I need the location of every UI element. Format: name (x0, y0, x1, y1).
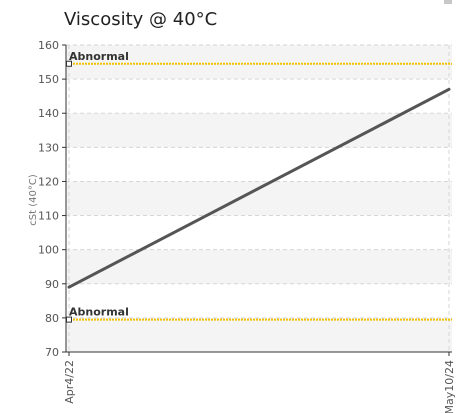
plot-band (66, 317, 452, 352)
y-tick-label: 110 (38, 210, 59, 223)
y-tick-label: 90 (45, 278, 59, 291)
plot-band (66, 45, 452, 80)
reference-lines: Abnormal Abnormal (66, 50, 452, 323)
plot-axes (62, 44, 452, 356)
corner-menu-mark (444, 0, 452, 4)
plot-band (66, 113, 452, 148)
reference-label: Abnormal (69, 50, 129, 63)
y-tick-label: 70 (45, 346, 59, 359)
chart-title: Viscosity @ 40°C (64, 9, 218, 30)
x-tick-label: May10/24 (443, 360, 456, 413)
y-tick-label: 160 (38, 39, 59, 52)
y-tick-label: 140 (38, 107, 59, 120)
y-tick-label: 150 (38, 73, 59, 86)
series-line (67, 87, 451, 289)
y-tick-label: 100 (38, 244, 59, 257)
y-tick-label: 120 (38, 175, 59, 188)
x-tick-label: Apr4/22 (63, 360, 76, 404)
plot-band (66, 249, 452, 284)
plot-band (66, 181, 452, 216)
reference-label: Abnormal (69, 306, 129, 319)
y-tick-labels: 70 80 90 100 110 120 130 140 150 160 (38, 39, 59, 359)
y-tick-label: 130 (38, 141, 59, 154)
y-tick-label: 80 (45, 312, 59, 325)
y-axis-label: cSt (40°C) (28, 174, 39, 226)
series-lines (67, 87, 451, 289)
x-tick-labels: Apr4/22 May10/24 (63, 360, 456, 413)
